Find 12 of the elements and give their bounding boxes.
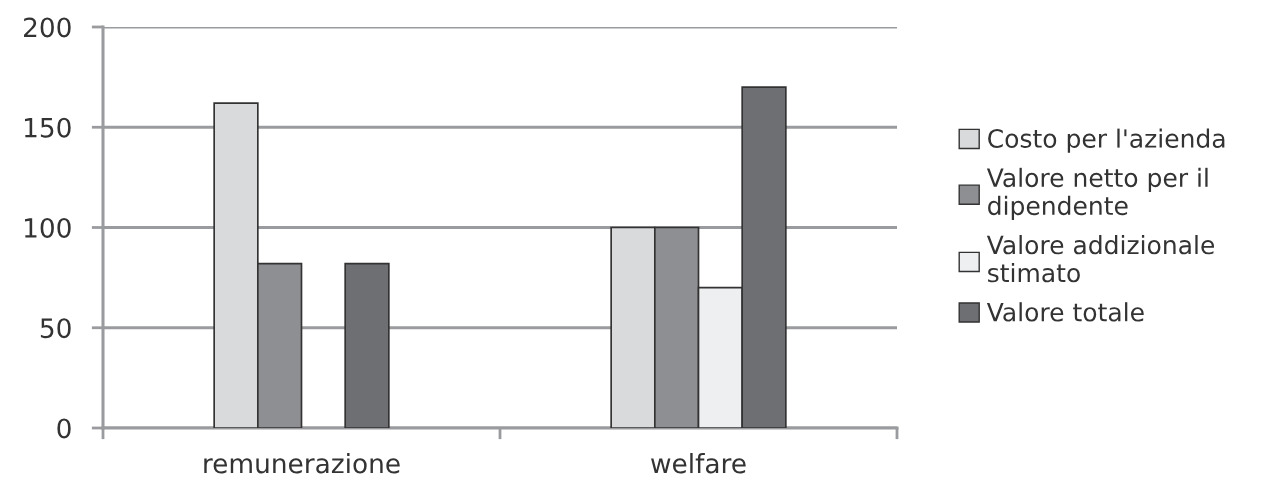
- legend-label: Valore totale: [986, 302, 1144, 322]
- legend-label: Costo per l'azienda: [988, 128, 1225, 153]
- y-tick-label: 0: [57, 418, 71, 439]
- legend-label: Valore addizionale stimato: [986, 235, 1214, 283]
- bar: [344, 262, 390, 428]
- y-tick-label: 200: [24, 17, 71, 38]
- legend-label: Valore netto per il dipendente: [986, 167, 1208, 220]
- y-tick-label: 50: [40, 318, 71, 339]
- x-tick-label: welfare: [651, 453, 746, 474]
- y-tick-label: 150: [24, 117, 71, 138]
- x-tick-label: remunerazione: [204, 453, 400, 474]
- y-tick-label: 100: [24, 217, 71, 238]
